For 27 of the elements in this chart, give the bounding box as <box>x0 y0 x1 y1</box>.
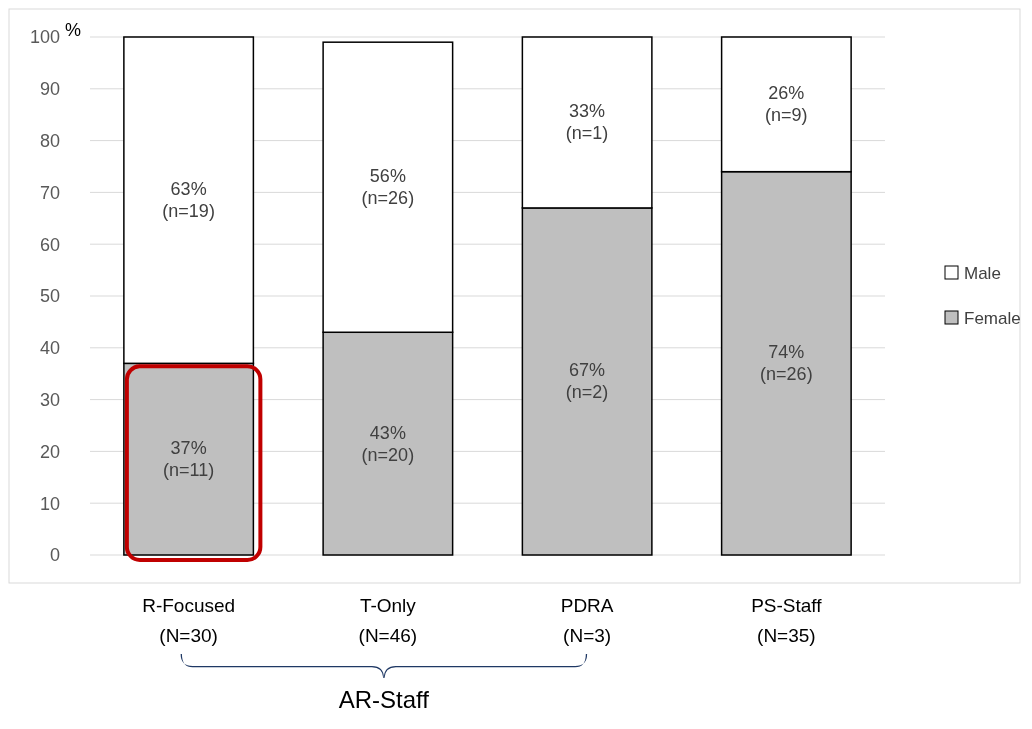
data-label: 26% (n=9) <box>765 83 808 126</box>
legend-label: Male <box>964 263 1001 283</box>
y-tick-label: 40 <box>39 338 60 359</box>
x-tick-label: PS-Staff (N=35) <box>751 595 823 646</box>
data-label: 67% (n=2) <box>565 360 609 403</box>
y-tick-label: 90 <box>39 79 60 100</box>
y-tick-label: 10 <box>39 493 60 514</box>
data-label: 63% (n=19) <box>162 179 215 222</box>
legend-label: Female <box>964 308 1021 328</box>
x-tick-label: PDRA (N=3) <box>560 595 614 646</box>
y-tick-label: 60 <box>39 234 60 255</box>
data-label: 74% (n=26) <box>760 342 813 385</box>
data-label: 43% (n=20) <box>361 422 415 465</box>
text: AR-Staff <box>338 686 430 713</box>
y-tick-label: 30 <box>39 389 60 410</box>
y-axis-title: % <box>65 20 82 40</box>
y-tick-label: 100 <box>29 27 60 48</box>
y-tick-label: 50 <box>39 286 60 307</box>
x-tick-label: R-Focused (N=30) <box>142 595 236 646</box>
data-label: 37% (n=11) <box>163 438 215 481</box>
y-tick-label: 80 <box>39 130 60 151</box>
x-tick-label: T-Only (N=46) <box>358 595 418 646</box>
data-label: 56% (n=26) <box>361 166 415 209</box>
y-tick-label: 70 <box>39 182 60 203</box>
y-tick-label: 0 <box>49 545 60 566</box>
y-tick-label: 20 <box>39 441 60 462</box>
data-label: 33% (n=1) <box>565 101 609 144</box>
